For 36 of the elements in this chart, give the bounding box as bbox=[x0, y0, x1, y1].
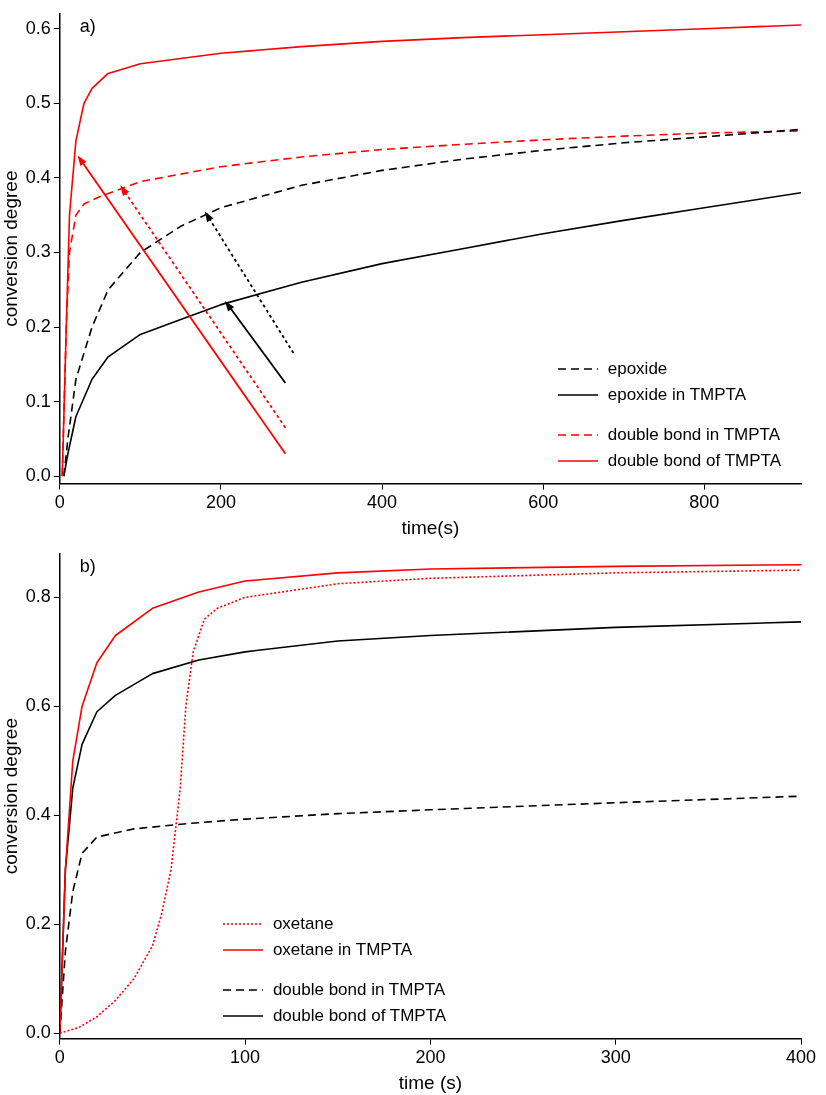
y-tick-label: 0.6 bbox=[25, 695, 51, 716]
y-tick-label: 0.2 bbox=[25, 315, 51, 336]
x-tick-label: 300 bbox=[600, 1047, 631, 1068]
x-tick-label: 400 bbox=[367, 492, 398, 513]
legend-label: epoxide bbox=[607, 357, 668, 380]
y-tick-label: 0.3 bbox=[25, 241, 51, 262]
chart-title: b) bbox=[79, 555, 96, 576]
y-tick-label: 0.0 bbox=[25, 1022, 51, 1043]
legend-label: double bond of TMPTA bbox=[272, 1004, 447, 1027]
y-tick-label: 0.8 bbox=[25, 586, 51, 607]
x-tick-label: 600 bbox=[528, 492, 559, 513]
chart-title: a) bbox=[79, 15, 96, 36]
legend-label: epoxide in TMPTA bbox=[607, 383, 747, 406]
legend-label: double bond in TMPTA bbox=[607, 423, 781, 446]
x-tick-label: 200 bbox=[415, 1047, 446, 1068]
legend-label: oxetane bbox=[272, 912, 334, 935]
y-tick-label: 0.4 bbox=[25, 166, 51, 187]
x-tick-label: 100 bbox=[230, 1047, 261, 1068]
legend-label: double bond in TMPTA bbox=[272, 978, 446, 1001]
x-tick-label: 800 bbox=[689, 492, 720, 513]
x-tick-label: 0 bbox=[54, 1047, 65, 1068]
x-tick-label: 200 bbox=[205, 492, 236, 513]
y-tick-label: 0.0 bbox=[25, 465, 51, 486]
y-tick-label: 0.6 bbox=[25, 17, 51, 38]
y-tick-label: 0.1 bbox=[25, 390, 51, 411]
legend-label: oxetane in TMPTA bbox=[272, 938, 413, 961]
y-axis-title: conversion degree bbox=[0, 170, 21, 327]
y-axis-title: conversion degree bbox=[0, 718, 21, 875]
x-axis-title: time(s) bbox=[401, 516, 460, 538]
x-axis-title: time (s) bbox=[398, 1071, 463, 1093]
x-tick-label: 400 bbox=[785, 1047, 817, 1068]
y-tick-label: 0.5 bbox=[25, 92, 51, 113]
y-tick-label: 0.4 bbox=[25, 804, 51, 825]
y-tick-label: 0.2 bbox=[25, 913, 51, 934]
x-tick-label: 0 bbox=[54, 492, 65, 513]
legend-label: double bond of TMPTA bbox=[607, 449, 781, 472]
